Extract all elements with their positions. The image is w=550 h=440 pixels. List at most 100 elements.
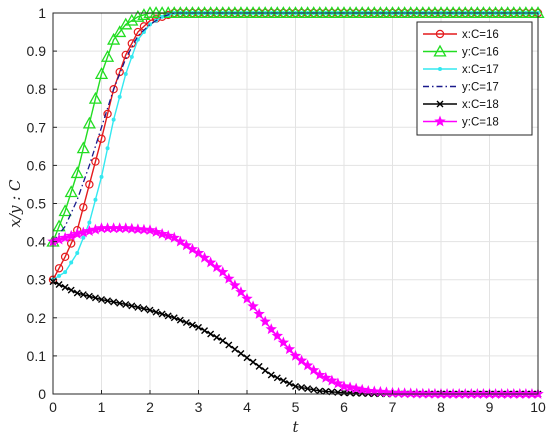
data-point [237,350,245,358]
data-point [63,270,68,275]
data-point [148,22,152,27]
x-tick-label: 1 [98,399,106,415]
x-tick-label: 5 [292,399,300,415]
data-point [192,247,205,258]
data-point [186,243,199,255]
data-point [447,388,459,399]
legend-marker [436,100,444,108]
data-point [107,222,120,234]
data-point [235,286,247,297]
data-point [332,377,344,389]
data-point [168,231,180,243]
data-point [89,223,102,235]
data-point [459,388,471,399]
y-tick-label: 0.6 [27,157,47,173]
legend-item: x:C=16 [423,29,499,41]
data-point [52,219,66,232]
data-point [307,364,320,376]
series-line [52,12,538,243]
data-point [514,388,526,399]
data-point [526,388,538,399]
data-point [109,84,118,94]
data-point [152,308,160,316]
data-point [66,239,76,248]
data-point [57,273,62,278]
legend-marker [433,44,447,57]
data-point [201,327,209,335]
data-point [223,272,235,284]
data-point [64,185,78,198]
data-point [104,297,112,305]
data-point [356,383,368,395]
data-point [392,387,405,398]
data-point [453,388,465,399]
data-point [322,387,330,395]
x-axis-label: t [292,418,299,436]
data-point [210,261,223,273]
data-point [123,71,128,76]
data-point [411,387,423,399]
data-point [362,384,374,396]
y-tick-label: 1 [38,5,46,21]
data-point [247,300,259,312]
data-point [338,380,350,392]
y-tick-label: 0.9 [27,43,47,59]
data-point [198,251,211,263]
data-point [70,166,84,179]
data-point [520,388,532,399]
data-point [55,280,63,288]
x-tick-label: 0 [49,399,57,415]
data-point [471,388,484,399]
data-point [116,299,124,307]
data-point [77,226,90,238]
legend-marker [435,29,445,39]
data-point [105,146,110,151]
data-point [231,345,239,353]
data-point [374,385,387,397]
data-point [259,315,271,327]
data-point [107,32,121,45]
data-point [441,388,453,399]
data-point [465,388,478,399]
data-point [146,306,154,314]
data-point [127,39,137,48]
y-tick-label: 0.4 [27,234,47,250]
data-point [241,292,253,304]
x-tick-label: 6 [340,399,348,415]
x-tick-label: 8 [437,399,445,415]
data-point [295,354,308,366]
legend-marker [434,115,446,127]
data-point [82,116,96,129]
y-tick-label: 0.2 [27,310,47,326]
legend-item: y:C=17 [423,82,499,94]
legend-label: y:C=16 [462,47,499,59]
data-point [477,388,490,399]
data-point [285,380,293,388]
data-point [81,235,86,240]
data-point [85,180,94,189]
legend-box [416,21,533,136]
data-point [101,222,114,234]
data-point [79,291,87,299]
data-point [87,220,92,225]
data-point [277,336,290,348]
data-point [158,310,166,318]
data-point [60,252,70,262]
data-point [95,222,108,234]
y-tick-label: 0.5 [27,196,47,212]
data-point [119,17,133,30]
data-point [423,387,435,399]
data-point [94,67,109,80]
data-point [429,387,441,399]
data-point [217,266,229,277]
data-point [195,323,202,331]
data-point [110,298,118,306]
data-point [58,204,72,217]
data-point [150,226,162,237]
data-point [225,341,233,349]
data-point [67,286,75,294]
data-point [125,13,139,26]
x-tick-label: 7 [389,399,397,415]
data-point [144,224,156,236]
